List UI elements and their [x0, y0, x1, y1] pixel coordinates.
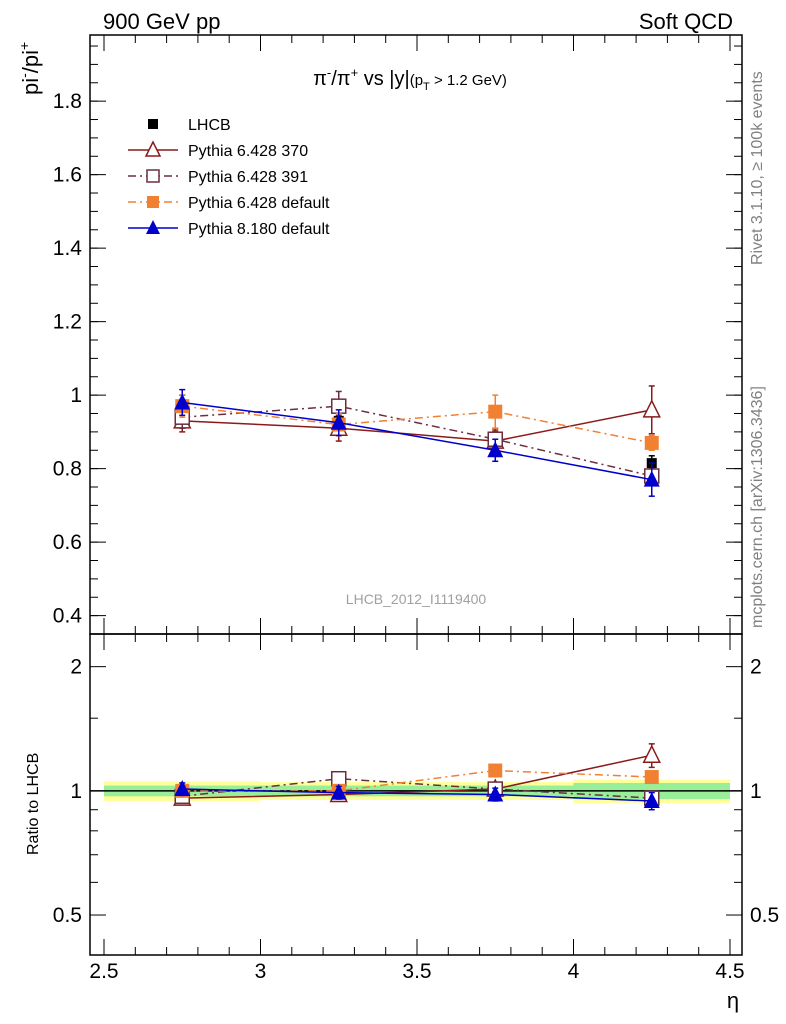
- ratio-frame: [89, 633, 743, 956]
- ratio-line-1: [182, 777, 652, 799]
- ratio-point-3: [330, 783, 347, 800]
- side-label-lower: mcplots.cern.ch [arXiv:1306.3436]: [749, 386, 766, 628]
- ratio-line-0: [182, 754, 652, 799]
- plot-title: π-/π+ vs |y|(pT > 1.2 GeV): [313, 65, 507, 93]
- ratio-point-2: [644, 770, 659, 785]
- header-left: 900 GeV pp: [103, 9, 220, 34]
- ratio-line-3: [182, 788, 652, 802]
- legend: LHCB Pythia 6.428 370 Pythia 6.428 391 Pyth…: [128, 117, 330, 238]
- legend-marker-1: [146, 169, 160, 183]
- side-label-upper: Rivet 3.1.10, ≥ 100k events: [749, 71, 766, 265]
- ratio-panel: 2.5 3 3.5 4 4.5 0.5 0.5 1 1 2 2: [53, 633, 779, 983]
- series-point-0: [642, 399, 661, 418]
- x-tick-label: 2.5: [89, 960, 118, 983]
- ratio-tick-label-right: 0.5: [750, 904, 779, 927]
- ratio-tick-label-right: 2: [750, 656, 762, 679]
- main-panel: 0.4 0.6 0.8 1 1.2 1.4 1.6 1.8: [53, 34, 743, 955]
- legend-label-1: Pythia 6.428 391: [188, 169, 308, 186]
- series-point-3: [643, 470, 660, 487]
- ratio-tick-label-left: 2: [70, 656, 82, 679]
- y-tick-label: 1.2: [53, 311, 82, 334]
- ratio-tick-label-left: 1: [70, 780, 82, 803]
- ratio-point-3: [643, 791, 660, 808]
- ratio-point-1: [331, 770, 347, 787]
- y-tick-label: 0.8: [53, 458, 82, 481]
- legend-marker-3: [146, 220, 160, 234]
- x-tick-label: 4: [568, 960, 580, 983]
- x-axis-title: η: [727, 988, 739, 1013]
- ratio-point-3: [487, 785, 504, 802]
- ratio-point-3: [174, 780, 191, 797]
- y-tick-label: 0.4: [53, 605, 83, 628]
- x-tick-label: 3.5: [402, 960, 431, 983]
- legend-marker-2: [147, 196, 159, 208]
- y-tick-label: 1: [70, 384, 82, 407]
- series-point-3: [330, 413, 347, 430]
- legend-marker-0: [144, 140, 162, 157]
- y-axis-title-main: pi-/pi+: [16, 42, 43, 95]
- ratio-point-0: [642, 744, 661, 763]
- y-tick-label: 1.6: [53, 164, 82, 187]
- series-line-3: [182, 401, 652, 481]
- analysis-watermark: LHCB_2012_I1119400: [346, 591, 487, 607]
- x-tick-label: 4.5: [715, 960, 744, 983]
- ratio-point-2: [488, 763, 503, 778]
- y-tick-label: 0.6: [53, 531, 82, 554]
- legend-label-lhcb: LHCB: [188, 117, 231, 134]
- series-point-3: [487, 441, 504, 458]
- series-point-2: [488, 404, 503, 419]
- series-line-0: [182, 409, 652, 442]
- x-tick-label: 3: [255, 960, 267, 983]
- ratio-tick-label-left: 0.5: [53, 904, 82, 927]
- legend-marker-lhcb: [148, 119, 158, 129]
- y-axis-title-ratio: Ratio to LHCB: [25, 753, 42, 855]
- series-point-3: [174, 393, 191, 410]
- series-line-2: [182, 405, 652, 444]
- legend-label-3: Pythia 8.180 default: [188, 221, 330, 238]
- header-right: Soft QCD: [639, 9, 733, 34]
- series-point-2: [644, 435, 659, 450]
- y-tick-label: 1.8: [53, 90, 82, 113]
- legend-label-0: Pythia 6.428 370: [188, 143, 308, 160]
- series-line-1: [182, 405, 652, 477]
- y-tick-label: 1.4: [53, 237, 83, 260]
- ratio-tick-label-right: 1: [750, 780, 762, 803]
- legend-label-2: Pythia 6.428 default: [188, 195, 330, 212]
